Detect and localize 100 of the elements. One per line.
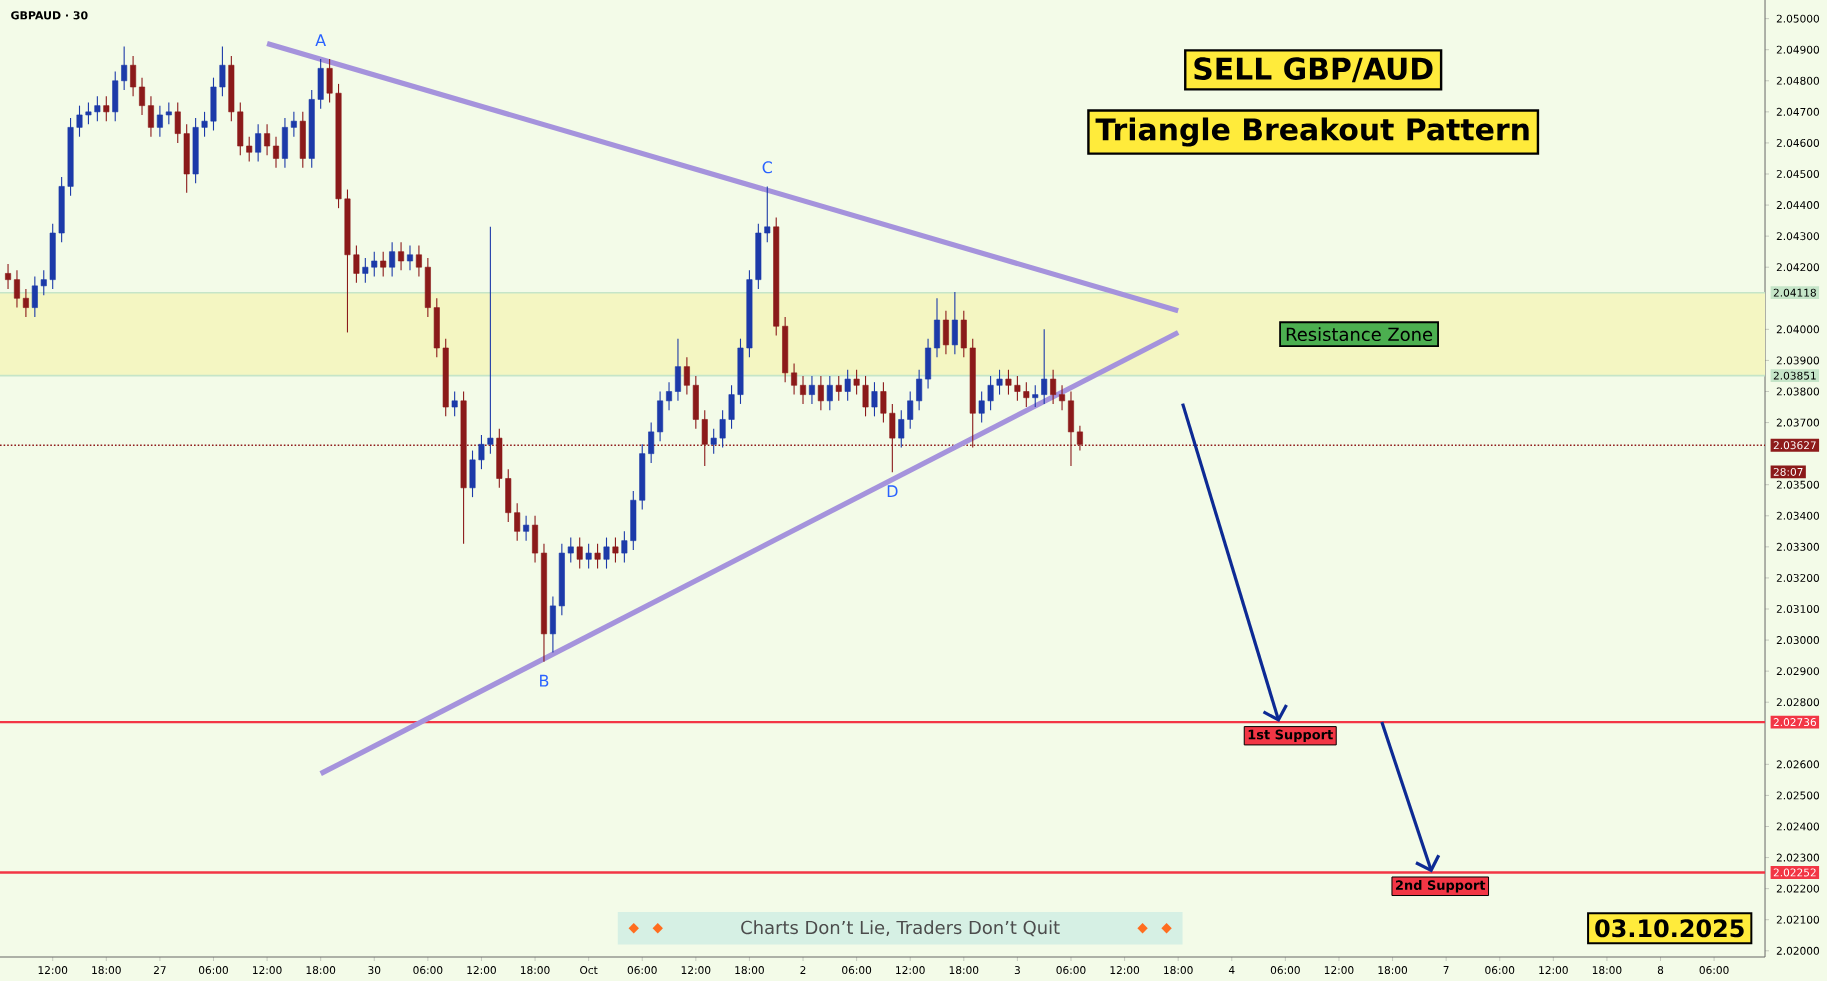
annotation: Charts Don’t Lie, Traders Don’t Quit (741, 920, 1060, 937)
annotation: 03.10.2025 (1595, 919, 1744, 938)
candlestick (1005, 369, 1012, 396)
candlestick (246, 136, 253, 163)
candlestick (987, 375, 994, 411)
x-tick-label: 18:00 (949, 966, 979, 975)
y-tick-label: 2.02100 (1776, 915, 1820, 924)
candlestick (139, 77, 145, 116)
y-tick-label: 2.03300 (1776, 542, 1820, 551)
y-tick-label: 2.03700 (1776, 418, 1820, 427)
candlestick (817, 375, 824, 411)
ref-line-label: 1st Support (1248, 729, 1333, 742)
y-tick-label: 2.02800 (1776, 698, 1820, 707)
x-tick-label: Oct (580, 966, 598, 975)
candlestick (407, 244, 413, 271)
y-tick-label: 2.03851 (1773, 371, 1816, 380)
text: 28:07 (1773, 467, 1803, 476)
ref-line-label: 2nd Support (1395, 879, 1486, 893)
x-tick-label: 06:00 (198, 966, 228, 975)
y-tick-label: 2.03900 (1776, 356, 1820, 365)
x-tick-label: 7 (1443, 966, 1449, 974)
candlestick (844, 369, 851, 402)
candlestick (290, 111, 297, 138)
candlestick (255, 123, 262, 163)
candlestick (916, 369, 923, 411)
y-tick-label: 2.04400 (1776, 201, 1820, 210)
candlestick (22, 288, 29, 318)
candlestick (264, 123, 271, 156)
y-tick-label: 2.03200 (1776, 573, 1820, 582)
candlestick (478, 434, 485, 470)
candlestick (585, 543, 592, 570)
text: Triangle Breakout Pattern (1095, 117, 1529, 147)
candlestick (5, 263, 12, 290)
candlestick (85, 101, 92, 125)
x-tick-label: 12:00 (1110, 966, 1140, 975)
candlestick (603, 536, 610, 570)
candlestick (76, 105, 83, 138)
candlestick (40, 269, 47, 296)
candlestick (800, 375, 806, 405)
y-tick-label: 2.03627 (1773, 441, 1816, 450)
y-tick-label: 2.04700 (1776, 107, 1820, 116)
candlestick (121, 46, 128, 91)
y-tick-label: 2.03100 (1776, 605, 1820, 613)
x-tick-label: 30 (368, 966, 381, 975)
x-tick-label: 06:00 (413, 966, 443, 975)
candlestick (174, 101, 181, 144)
candlestick (1059, 384, 1066, 411)
candlestick (764, 185, 771, 243)
y-tick-label: 2.05000 (1776, 14, 1820, 23)
candlestick (371, 251, 378, 278)
x-tick-label: 18:00 (1592, 966, 1622, 975)
x-tick-label: 18:00 (1378, 966, 1408, 975)
text: SELL GBP/AUD (1194, 57, 1433, 83)
y-tick-label: 2.04118 (1773, 288, 1816, 297)
candlestick (353, 244, 360, 284)
annotation: A (315, 34, 326, 46)
y-tick-label: 2.02000 (1776, 946, 1820, 955)
candlestick (1041, 328, 1048, 405)
x-tick-label: 4 (1228, 966, 1235, 974)
candlestick (791, 362, 798, 396)
x-tick-label: 2 (800, 966, 806, 974)
candlestick (362, 257, 369, 284)
y-tick-label: 2.04000 (1776, 325, 1820, 334)
x-tick-label: 06:00 (842, 966, 872, 975)
candlestick (808, 375, 815, 405)
candlestick (978, 390, 985, 424)
candlestick (594, 543, 601, 570)
annotation: GBPAUD · 30 (11, 11, 88, 20)
x-tick-label: 27 (153, 966, 166, 974)
y-tick-label: 2.03800 (1776, 387, 1820, 396)
candlestick (201, 111, 208, 138)
candlestick (398, 241, 405, 271)
candlestick (826, 375, 833, 411)
candlestick (156, 105, 163, 138)
candlestick (94, 95, 101, 122)
candlestick (666, 381, 673, 411)
candlestick (907, 390, 914, 430)
candlestick (648, 422, 655, 464)
y-tick-label: 2.02252 (1773, 868, 1816, 877)
annotation: D (887, 485, 898, 497)
candlestick (389, 241, 396, 278)
candlestick (451, 390, 458, 417)
y-tick-label: 2.02300 (1776, 853, 1820, 862)
y-tick-label: 2.04900 (1776, 45, 1820, 54)
y-tick-label: 2.02900 (1776, 667, 1820, 676)
y-tick-label: 2.04600 (1776, 138, 1820, 147)
candlestick (514, 502, 521, 542)
x-tick-label: 12:00 (896, 966, 925, 975)
candlestick (415, 244, 422, 278)
candlestick (683, 356, 690, 396)
x-tick-label: 06:00 (1485, 966, 1515, 975)
y-tick-label: 2.03500 (1776, 480, 1820, 489)
x-tick-label: 18:00 (735, 966, 764, 975)
y-tick-label: 2.04800 (1776, 76, 1820, 85)
candlestick (523, 515, 530, 542)
candlestick (576, 536, 583, 570)
candlestick (862, 375, 869, 417)
candlestick (147, 95, 154, 138)
candlestick (621, 530, 628, 563)
x-tick-label: 12:00 (467, 966, 496, 975)
